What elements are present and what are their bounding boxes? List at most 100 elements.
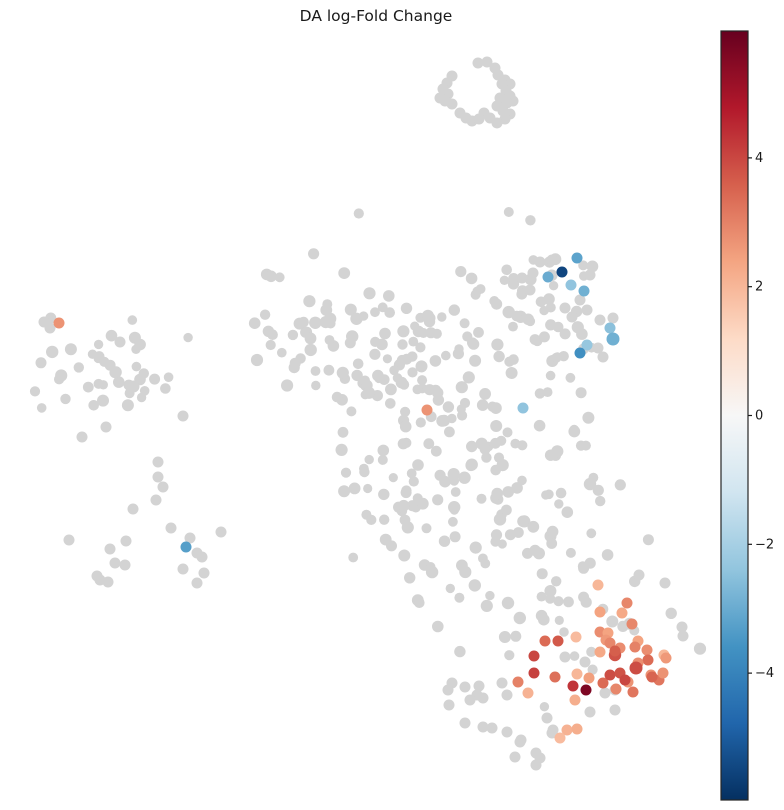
data-point-gray [458,471,471,484]
data-point-gray [152,456,164,468]
data-point-gray [462,331,473,342]
data-point-gray [265,270,277,283]
data-point-gray [538,613,550,626]
data-point-gray [503,207,514,217]
data-point-gray [399,420,412,433]
data-point-gray [466,440,478,453]
data-point-gray [165,522,177,534]
data-point-gray [546,538,558,549]
data-point-gray [574,294,586,306]
data-point-gray [469,354,482,367]
data-point-gray [480,599,493,613]
data-point-gray [400,406,411,417]
data-point-gray [502,427,513,438]
data-point-gray [134,338,146,351]
data-point-gray [127,315,138,325]
data-point-da [609,645,621,657]
data-point-gray [29,386,41,397]
data-point-gray [177,563,189,575]
data-point-gray [490,402,502,414]
data-point-da [604,322,616,334]
data-point-gray [548,281,559,291]
data-point-gray [63,534,75,546]
data-point-gray [438,414,450,427]
data-point-da [571,723,583,735]
data-point-da [629,641,641,653]
data-point-gray [408,476,419,487]
data-point-gray [430,445,442,457]
colorbar-tick-label: 4 [755,151,763,166]
data-point-gray [336,366,349,379]
data-point-gray [578,562,590,574]
data-point-da [512,676,524,688]
data-point-gray [398,549,411,562]
data-point-gray [559,651,571,663]
data-point-gray [389,365,399,376]
data-point-gray [363,483,373,494]
data-point-da [621,597,633,609]
data-point-gray [378,488,390,501]
data-point-da [616,607,628,619]
data-point-gray [493,452,505,463]
data-point-gray [434,469,446,481]
data-point-da [578,285,590,297]
data-point-gray [277,347,287,358]
data-point-gray [340,467,352,478]
data-point-gray [499,275,510,285]
data-point-da [569,694,581,706]
data-point-da [646,671,658,683]
data-point-gray [566,311,578,323]
data-point-gray [379,327,391,340]
data-point-da [571,668,583,680]
data-point-gray [250,353,264,367]
data-point-gray [348,552,359,563]
data-point-gray [444,426,455,438]
data-point-gray [609,704,621,716]
data-point-gray [554,615,564,626]
data-point-gray [265,339,276,351]
data-point-gray [501,689,513,701]
data-point-gray [421,309,434,322]
data-point-gray [346,330,359,343]
colorbar-tick-label: −2 [755,537,774,552]
data-point-gray [124,388,135,399]
data-point-gray [565,547,576,558]
data-point-gray [561,506,574,518]
data-point-gray [121,399,134,412]
data-point-gray [323,364,335,376]
data-point-gray [400,302,413,314]
data-point-gray [525,215,536,226]
data-point-gray [311,380,321,391]
data-point-gray [456,404,466,414]
colorbar-tick-label: −4 [755,666,774,681]
data-point-gray [579,656,591,668]
data-point-gray [383,290,395,302]
data-point-gray [139,386,150,396]
data-point-gray [93,339,104,350]
data-point-gray [527,520,540,533]
data-point-gray [360,375,370,386]
data-point-da [657,667,669,679]
data-point-gray [504,650,515,661]
data-point-gray [449,531,461,543]
data-point-gray [676,621,688,633]
data-point-gray [534,256,546,268]
data-point-gray [352,358,364,370]
data-point-gray [505,367,518,379]
data-point-gray [587,664,598,675]
data-point-gray [414,597,425,608]
data-point-gray [551,445,564,458]
data-point-gray [407,367,418,378]
data-point-gray [437,312,447,322]
data-point-gray [377,302,388,313]
data-point-gray [88,400,99,411]
data-point-gray [496,677,508,689]
data-point-gray [536,591,547,602]
data-point-gray [642,534,654,546]
data-point-gray [459,318,470,329]
data-point-gray [459,717,471,729]
data-point-da [604,669,616,681]
data-point-gray [477,721,489,733]
data-point-gray [412,459,424,471]
data-point-gray [476,399,489,411]
